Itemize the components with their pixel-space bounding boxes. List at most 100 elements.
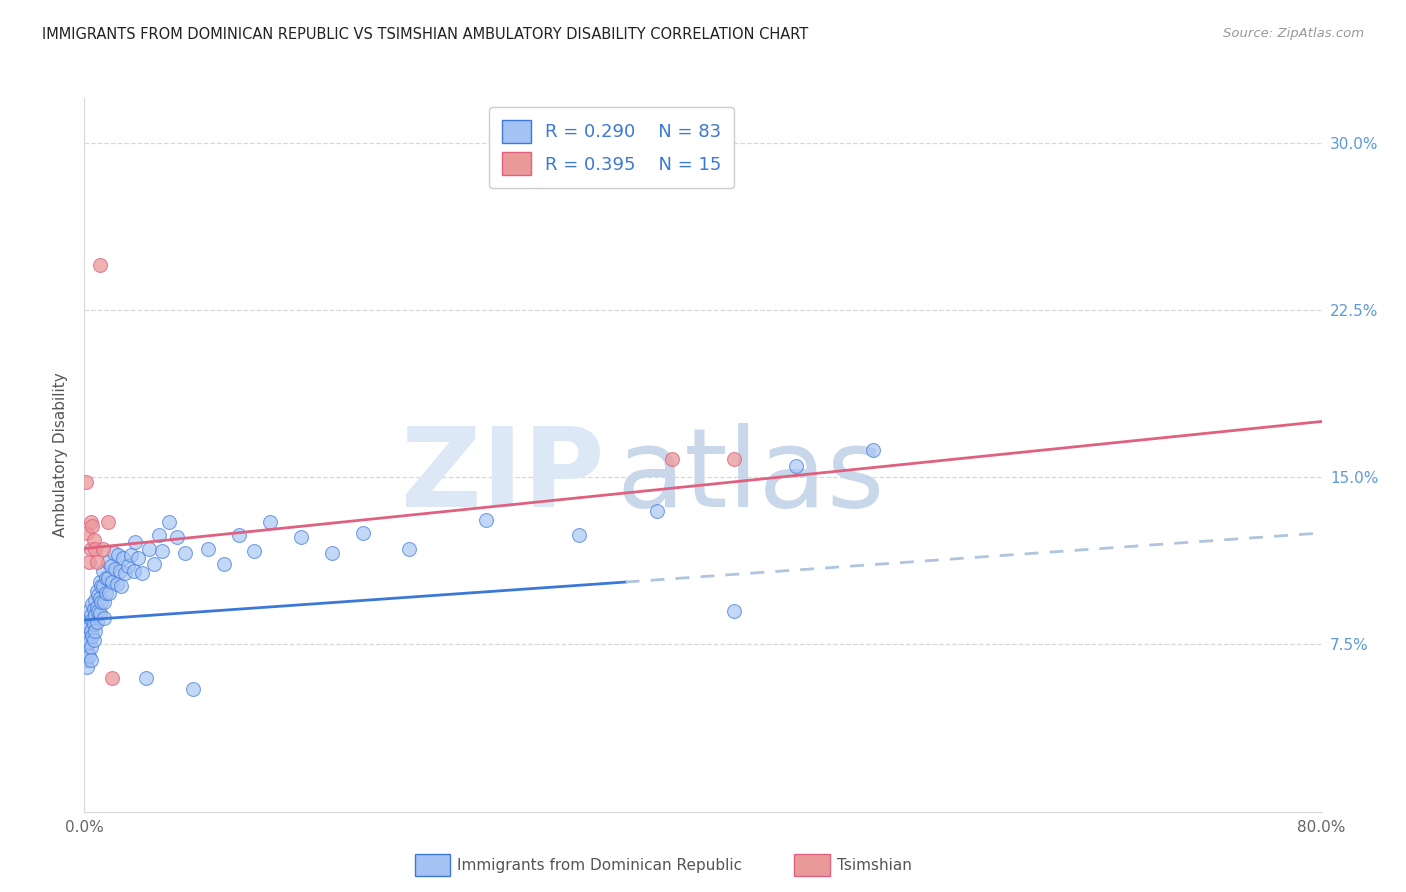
Point (79, 624, 101, 639)
Point (91, 541, 114, 556)
Point (131, 566, 153, 581)
Point (91, 564, 114, 578)
Point (76, 660, 98, 674)
Point (181, 681, 204, 696)
Point (259, 515, 281, 529)
Point (150, 543, 173, 558)
Point (166, 530, 188, 544)
Point (98, 586, 121, 600)
Point (112, 550, 135, 565)
Point (97, 555, 120, 569)
Point (84, 592, 107, 607)
Point (108, 564, 131, 578)
Point (117, 559, 139, 574)
Point (79, 541, 101, 556)
Point (228, 528, 250, 542)
Point (135, 671, 157, 685)
Point (83, 601, 105, 615)
Point (82, 613, 104, 627)
Point (76, 631, 98, 645)
Point (89, 591, 111, 605)
Point (82, 519, 104, 533)
Text: Source: ZipAtlas.com: Source: ZipAtlas.com (1223, 27, 1364, 40)
Point (82, 598, 104, 612)
Point (76, 644, 98, 658)
Point (76, 615, 98, 630)
Point (94, 571, 117, 585)
Text: Tsimshian: Tsimshian (837, 858, 911, 872)
Point (82, 628, 104, 642)
Point (105, 577, 128, 591)
Point (77, 648, 100, 663)
Text: IMMIGRANTS FROM DOMINICAN REPUBLIC VS TSIMSHIAN AMBULATORY DISABILITY CORRELATIO: IMMIGRANTS FROM DOMINICAN REPUBLIC VS TS… (42, 27, 808, 42)
Point (79, 653, 101, 667)
Point (723, 452, 745, 467)
Point (84, 541, 107, 556)
Point (107, 548, 129, 563)
Point (86, 615, 108, 630)
Point (91, 580, 114, 594)
Point (148, 528, 170, 542)
Point (79, 608, 101, 623)
Point (89, 259, 111, 273)
Point (174, 546, 197, 560)
Point (75, 622, 97, 636)
Point (83, 533, 105, 547)
Point (475, 512, 498, 526)
Point (243, 543, 266, 558)
Point (128, 550, 150, 565)
Point (138, 541, 160, 556)
Point (75, 637, 97, 651)
Point (101, 671, 124, 685)
Point (94, 586, 117, 600)
Point (77, 604, 100, 618)
Point (90, 580, 112, 594)
Point (159, 515, 181, 529)
Point (114, 566, 136, 581)
Point (124, 534, 146, 549)
Point (212, 557, 235, 572)
Text: ZIP: ZIP (401, 423, 605, 530)
Point (83, 617, 105, 632)
Point (568, 528, 591, 542)
Point (398, 541, 420, 556)
Point (79, 515, 101, 529)
Point (75, 653, 97, 667)
Point (84, 624, 107, 639)
Point (785, 459, 807, 474)
Point (100, 559, 122, 574)
Point (77, 635, 100, 649)
Point (76, 526, 98, 541)
Text: atlas: atlas (616, 423, 884, 530)
Point (103, 546, 125, 560)
Point (86, 555, 108, 569)
Point (321, 546, 343, 560)
Point (110, 580, 132, 594)
Point (352, 526, 374, 541)
Point (89, 607, 111, 621)
Point (87, 604, 110, 618)
Point (723, 604, 745, 618)
Point (104, 562, 127, 576)
Point (862, 443, 884, 458)
Point (89, 574, 111, 589)
Point (661, 452, 683, 467)
Point (84, 608, 107, 623)
Point (90, 595, 112, 609)
Point (77, 555, 100, 569)
Point (86, 583, 108, 598)
Point (97, 571, 120, 585)
Text: Immigrants from Dominican Republic: Immigrants from Dominican Republic (457, 858, 742, 872)
Point (122, 564, 145, 578)
Point (143, 557, 166, 572)
Point (87, 589, 110, 603)
Y-axis label: Ambulatory Disability: Ambulatory Disability (53, 373, 69, 537)
Point (93, 595, 115, 609)
Point (79, 640, 101, 654)
Point (86, 599, 108, 614)
Point (93, 611, 115, 625)
Point (97, 515, 120, 529)
Legend: R = 0.290    N = 83, R = 0.395    N = 15: R = 0.290 N = 83, R = 0.395 N = 15 (489, 107, 734, 188)
Point (101, 574, 124, 589)
Point (290, 530, 312, 544)
